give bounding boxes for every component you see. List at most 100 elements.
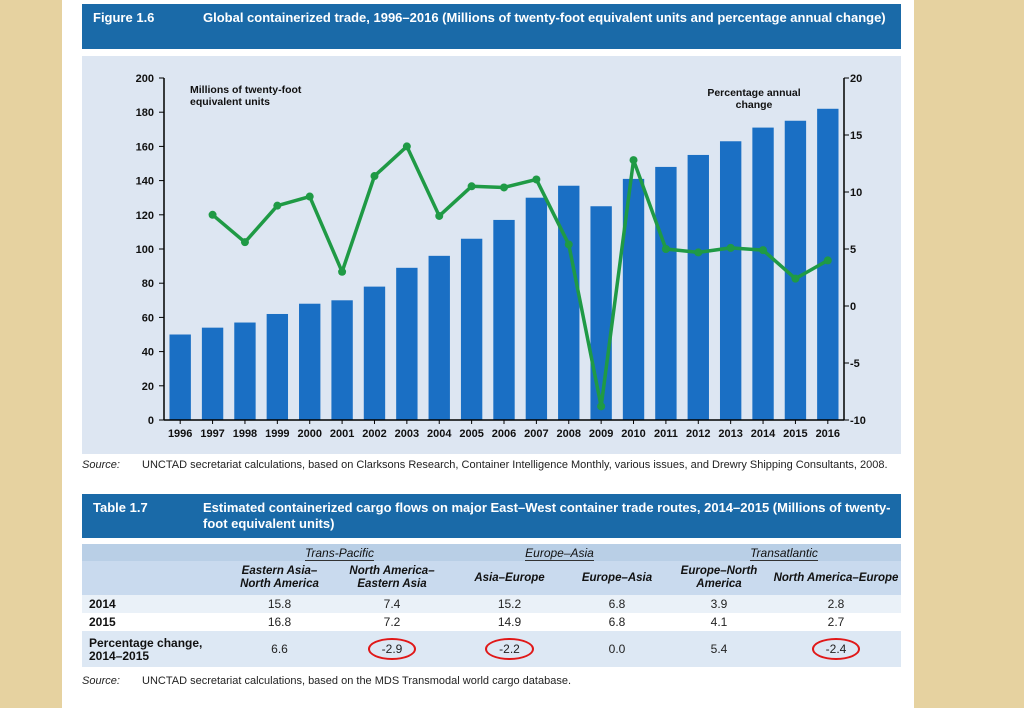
col-header: North America–Eastern Asia (332, 561, 452, 595)
x-tick-label: 1997 (200, 428, 224, 440)
table-source-label: Source: (82, 675, 120, 687)
right-tick-label: -10 (850, 415, 866, 427)
bar-2011 (655, 166, 677, 420)
line-point-1998 (240, 238, 249, 247)
x-tick-label: 2006 (492, 428, 516, 440)
col-header: Europe–North America (667, 561, 771, 595)
bar-2013 (719, 141, 742, 420)
right-tick-label: 5 (850, 244, 856, 256)
table-cell: 2.8 (771, 595, 901, 613)
left-tick-label: 100 (136, 244, 154, 256)
table-cell: 7.4 (332, 595, 452, 613)
right-tick-label: 10 (850, 187, 862, 199)
table-title: Estimated containerized cargo flows on m… (203, 500, 891, 531)
column-header-row: Eastern Asia–North America North America… (82, 561, 901, 595)
x-tick-label: 2000 (297, 428, 321, 440)
x-tick-label: 2009 (589, 428, 613, 440)
right-axis-label: Percentage annual change (707, 87, 800, 111)
highlight-circle: -2.4 (811, 638, 861, 660)
x-tick-label: 1999 (265, 428, 289, 440)
line-point-2012 (694, 248, 703, 257)
left-tick-label: 20 (142, 381, 154, 393)
line-point-2008 (564, 240, 573, 249)
table-cell: 4.1 (667, 613, 771, 631)
figure-source-text: UNCTAD secretariat calculations, based o… (142, 459, 888, 471)
bar-2006 (493, 219, 515, 420)
col-header: Asia–Europe (452, 561, 567, 595)
line-point-2005 (467, 182, 476, 191)
bar-2009 (590, 206, 612, 420)
x-tick-label: 2002 (362, 428, 386, 440)
x-tick-label: 2007 (524, 428, 548, 440)
figure-title: Global containerized trade, 1996–2016 (M… (203, 10, 886, 25)
table-banner: Table 1.7 Estimated containerized cargo … (82, 494, 901, 538)
bar-2001 (331, 300, 353, 420)
table-cell: 3.9 (667, 595, 771, 613)
right-tick-label: 15 (850, 130, 862, 142)
row-label: 2015 (82, 613, 227, 631)
left-axis-label: Millions of twenty-foot equivalent units (190, 84, 302, 108)
group-header-row: Trans-Pacific Europe–Asia Transatlantic (82, 544, 901, 561)
left-tick-label: 180 (136, 107, 154, 119)
bar-1996 (169, 334, 191, 420)
line-point-2011 (661, 245, 670, 253)
x-tick-label: 2008 (557, 428, 581, 440)
group-trans-pacific: Trans-Pacific (304, 545, 375, 561)
left-tick-label: 160 (136, 141, 154, 153)
table-number: Table 1.7 (93, 500, 148, 515)
x-tick-label: 2011 (654, 428, 678, 440)
left-tick-label: 60 (142, 312, 154, 324)
table-cell: 6.8 (567, 613, 667, 631)
page-sheet: Figure 1.6 Global containerized trade, 1… (62, 0, 914, 708)
line-point-2001 (338, 267, 347, 276)
figure-source-label: Source: (82, 459, 120, 471)
line-point-2002 (370, 172, 379, 181)
bar-2012 (687, 154, 709, 420)
col-header: Europe–Asia (567, 561, 667, 595)
table-source-text: UNCTAD secretariat calculations, based o… (142, 675, 571, 687)
bar-1999 (266, 313, 289, 420)
left-tick-label: 200 (136, 73, 154, 85)
line-point-2007 (532, 175, 541, 184)
right-tick-label: 20 (850, 73, 862, 85)
bar-2005 (460, 238, 483, 420)
x-tick-label: 2003 (395, 428, 419, 440)
chart-area: 0 20 40 60 80 100 120 140 160 180 200 -10 -5 0 5 10 15 20… (82, 56, 901, 454)
bar-2014 (752, 127, 774, 420)
x-tick-label: 2010 (621, 428, 645, 440)
right-tick-label: 0 (850, 301, 856, 313)
bar-2015 (784, 120, 807, 420)
bar-2004 (428, 255, 450, 420)
x-tick-label: 1998 (233, 428, 257, 440)
line-point-2004 (435, 211, 444, 220)
line-point-2009 (597, 402, 606, 411)
table-cell: 7.2 (332, 613, 452, 631)
percentage-change-line (211, 144, 829, 409)
bar-1998 (234, 322, 256, 420)
left-tick-label: 80 (142, 278, 154, 290)
left-tick-label: 120 (136, 210, 154, 222)
line-point-1997 (208, 210, 217, 219)
x-tick-label: 2015 (783, 428, 807, 440)
table-cell: 14.9 (452, 613, 567, 631)
bar-2003 (396, 267, 418, 420)
x-tick-label: 2005 (459, 428, 483, 440)
left-tick-label: 40 (142, 347, 154, 359)
line-point-2014 (759, 246, 768, 255)
line-point-2003 (402, 142, 411, 151)
line-point-2010 (629, 156, 638, 165)
cargo-flows-table: Trans-Pacific Europe–Asia Transatlantic … (82, 544, 901, 667)
line-point-2000 (305, 192, 314, 201)
right-tick-label: -5 (850, 358, 860, 370)
bar-1997 (201, 327, 224, 420)
left-tick-label: 0 (148, 415, 154, 427)
x-tick-label: 1996 (168, 428, 192, 440)
row-label: Percentage change, 2014–2015 (82, 631, 227, 667)
table-cell: -2.4 (771, 631, 901, 667)
bar-2000 (299, 303, 321, 420)
line-point-2015 (791, 274, 800, 283)
line-point-1999 (273, 201, 282, 210)
figure-banner: Figure 1.6 Global containerized trade, 1… (82, 4, 901, 49)
table-row: 2014 15.8 7.4 15.2 6.8 3.9 2.8 (82, 595, 901, 613)
bar-2002 (363, 286, 386, 420)
